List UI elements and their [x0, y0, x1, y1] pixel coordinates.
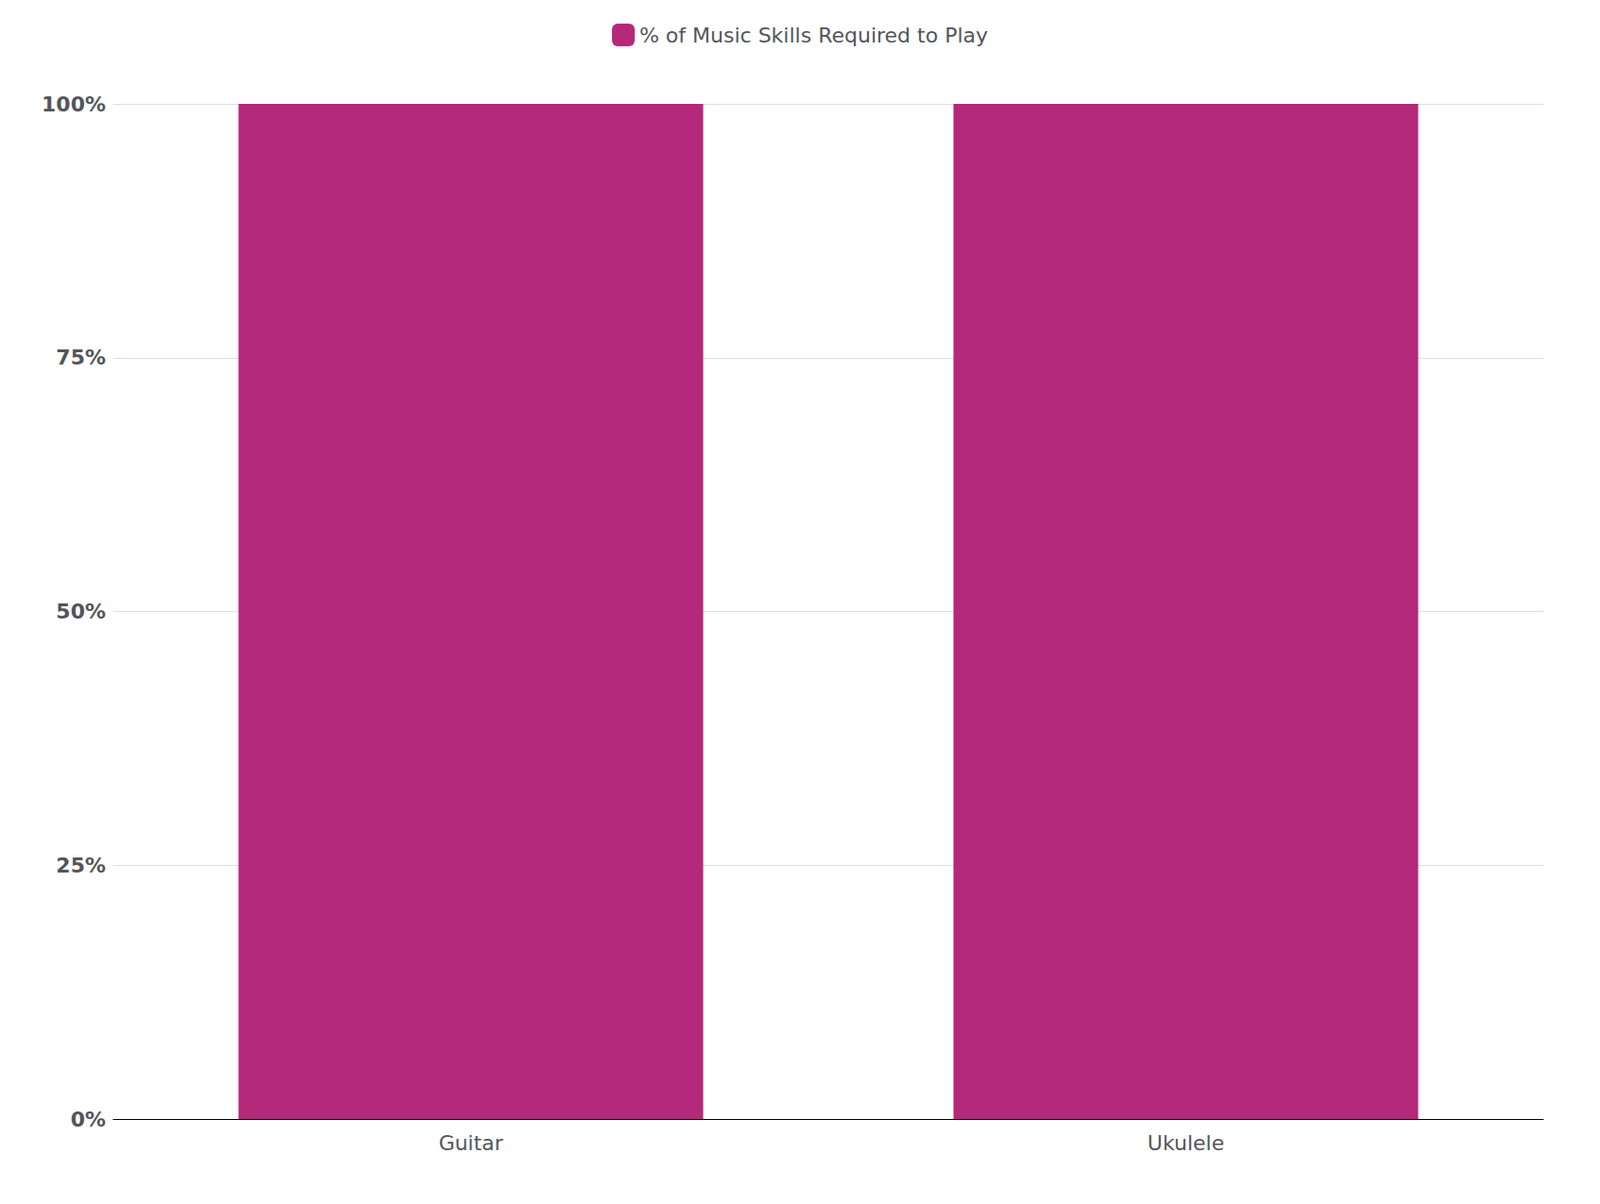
svg-text:Guitar: Guitar: [438, 1131, 504, 1156]
svg-text:Ukulele: Ukulele: [1147, 1131, 1225, 1156]
svg-text:% of Music Skills Required to: % of Music Skills Required to Play: [639, 23, 988, 48]
svg-text:100%: 100%: [41, 92, 106, 117]
svg-text:75%: 75%: [55, 345, 106, 370]
svg-text:50%: 50%: [55, 599, 106, 624]
svg-text:0%: 0%: [70, 1107, 106, 1132]
svg-text:25%: 25%: [55, 853, 106, 878]
